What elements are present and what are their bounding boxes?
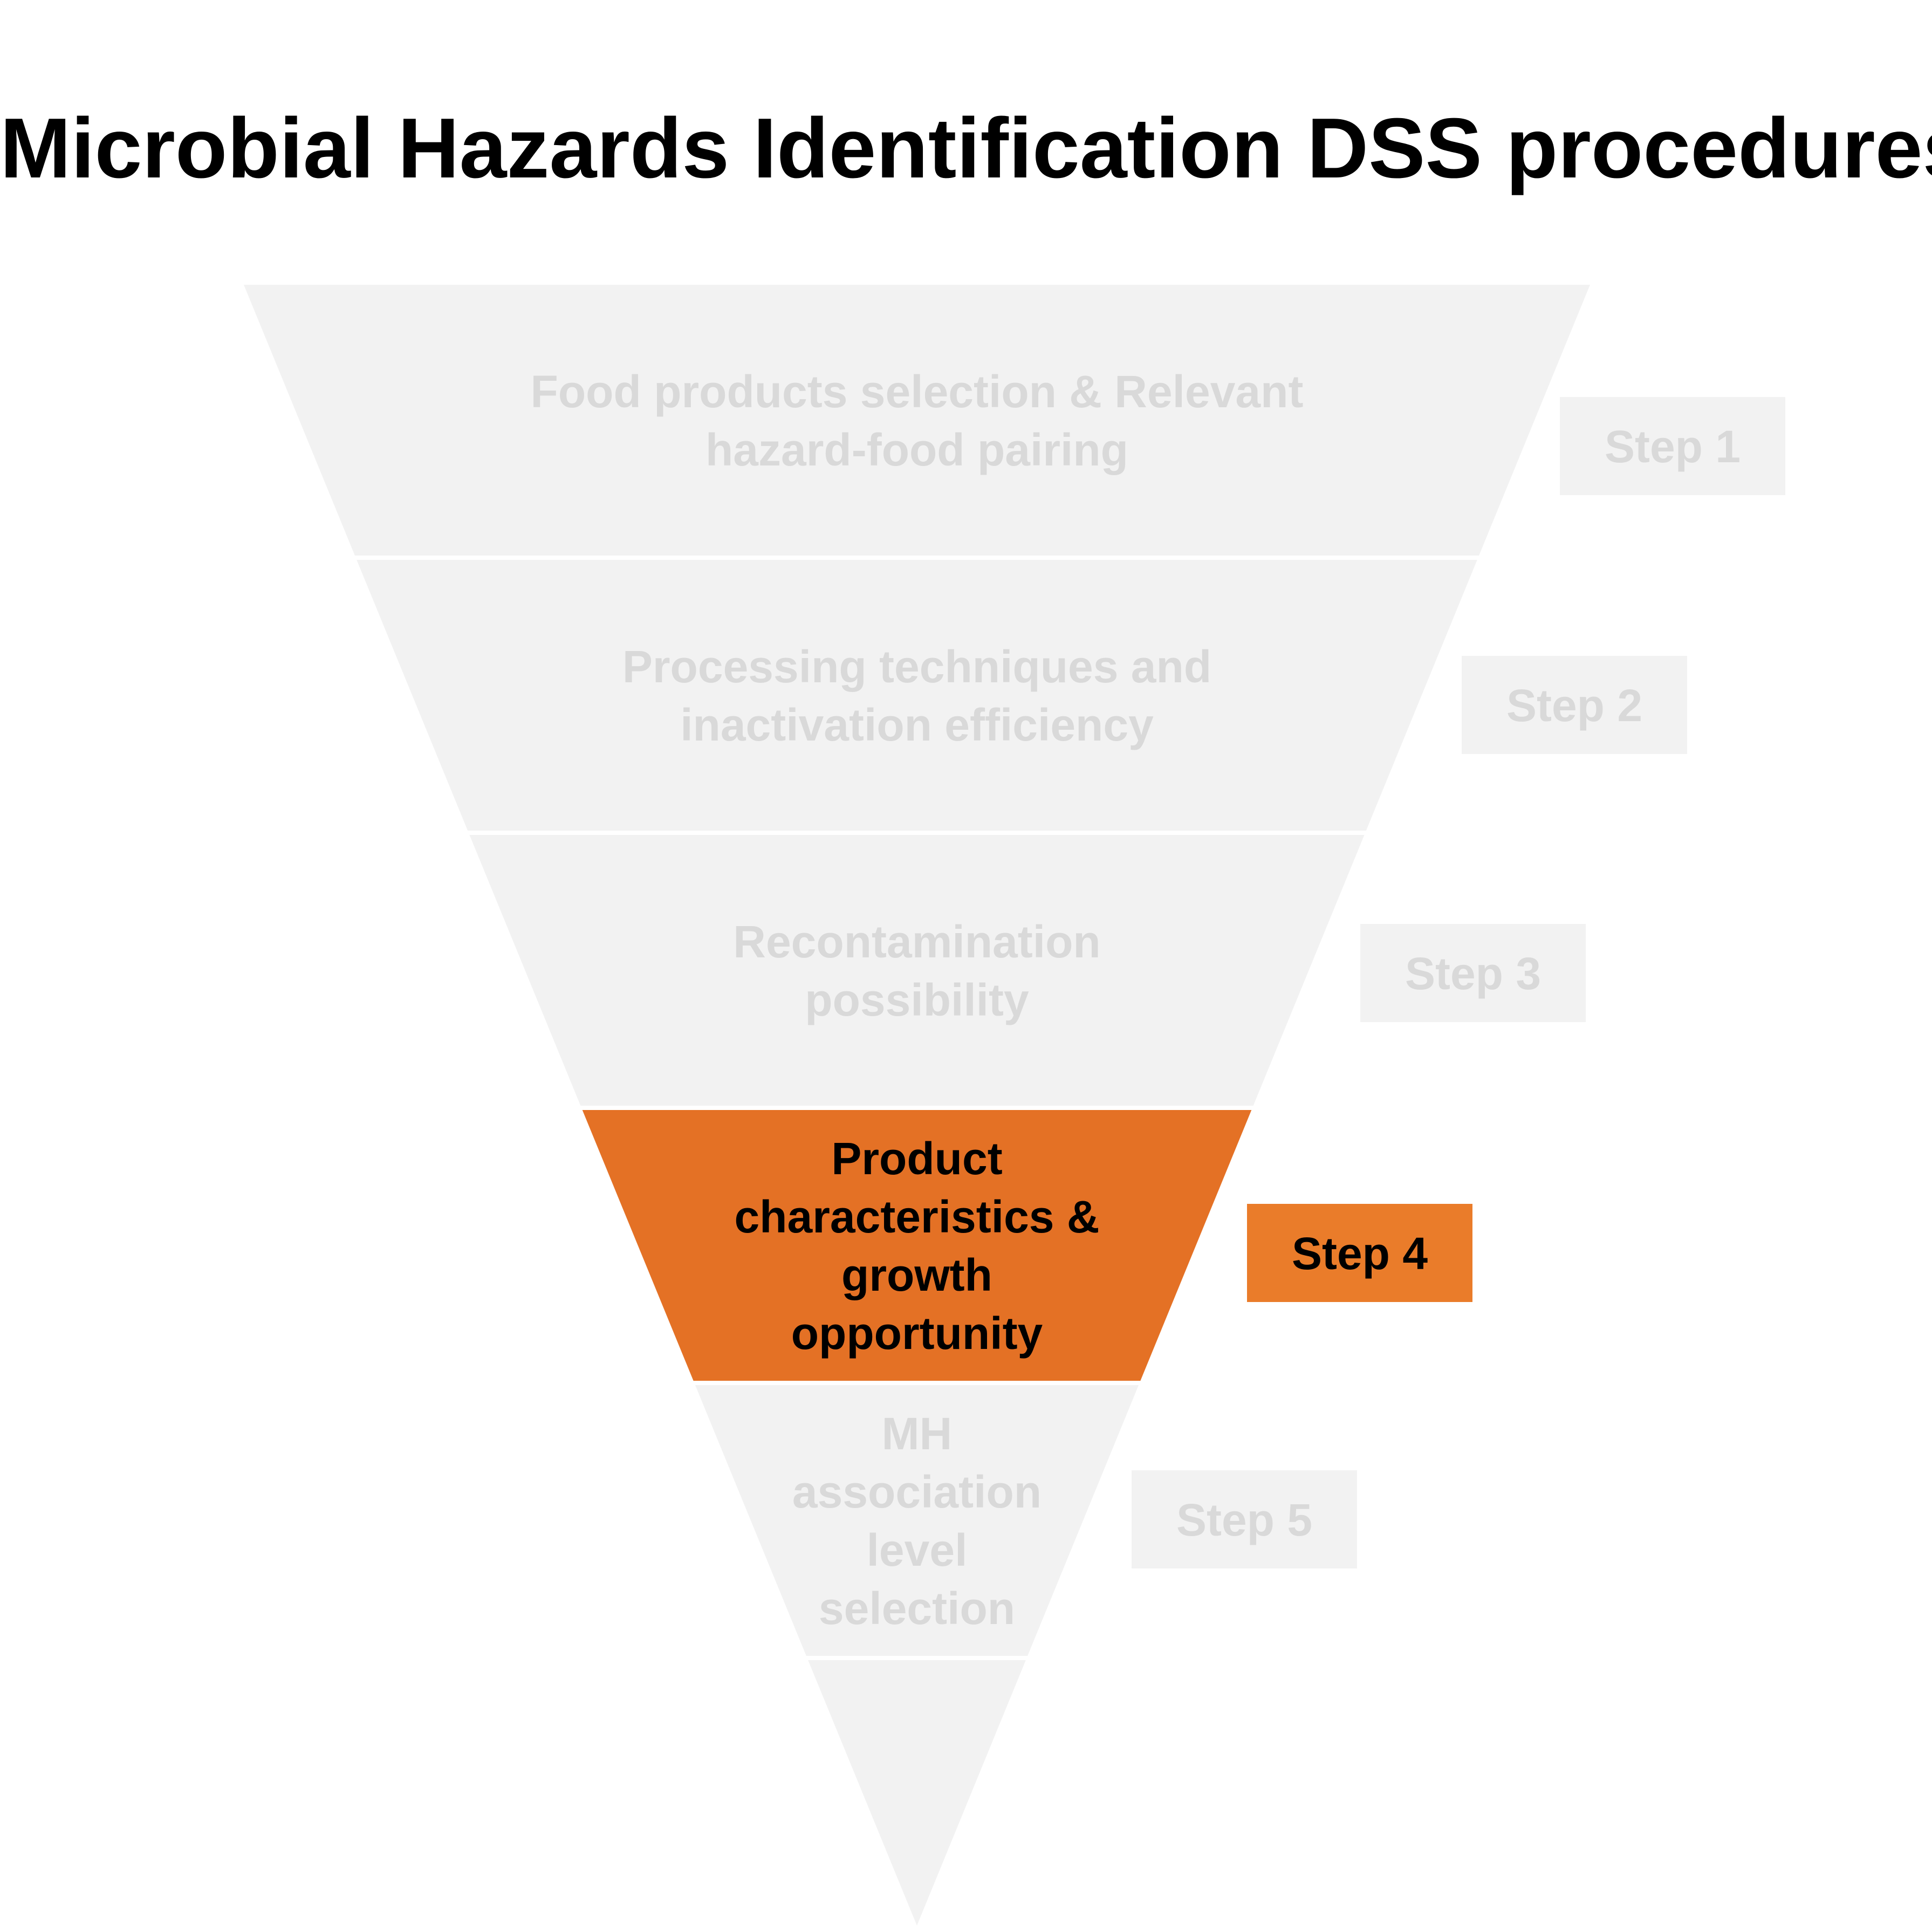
funnel-band-step4 xyxy=(582,1110,1252,1381)
band-label-line: Product xyxy=(831,1133,1002,1184)
step-badge-box xyxy=(1560,397,1785,495)
funnel-band-step5 xyxy=(695,1385,1139,1656)
band-label-line: hazard-food pairing xyxy=(705,424,1128,475)
diagram-title: Microbial Hazards Identification DSS pro… xyxy=(0,101,1932,196)
band-label-line: possibility xyxy=(805,975,1029,1025)
funnel-layers xyxy=(244,285,1590,1926)
band-label-line: opportunity xyxy=(791,1308,1043,1359)
step-badge-box xyxy=(1132,1470,1357,1568)
step-badge-box xyxy=(1462,656,1687,754)
band-label-step3: Recontamination possibility xyxy=(733,916,1100,1025)
band-label-line: association xyxy=(792,1467,1042,1517)
band-label-step1: Food products selection & Relevant hazard… xyxy=(531,366,1304,475)
step-badge-label: Step 3 xyxy=(1405,948,1541,999)
step-badge-box xyxy=(1247,1204,1472,1302)
step-badge-step2[interactable]: Step 2 xyxy=(1462,656,1687,754)
band-label-line: Recontamination xyxy=(733,916,1100,967)
funnel-band-step3 xyxy=(469,835,1365,1106)
step-badge-step5[interactable]: Step 5 xyxy=(1132,1470,1357,1568)
step-badge-step3[interactable]: Step 3 xyxy=(1360,924,1586,1022)
band-label-line: growth xyxy=(841,1250,992,1300)
step-badges: Step 1 Step 2 Step 3 Step 4 Step 5 xyxy=(1132,397,1785,1568)
band-label-step4: Product characteristics & growth opportunit… xyxy=(734,1133,1099,1359)
band-label-line: Food products selection & Relevant xyxy=(531,366,1304,417)
funnel-band-step1 xyxy=(244,285,1590,556)
step-badge-label: Step 4 xyxy=(1292,1228,1428,1279)
step-badge-step4[interactable]: Step 4 xyxy=(1247,1204,1472,1302)
funnel-tip xyxy=(808,1660,1026,1926)
funnel-band-step2 xyxy=(357,560,1477,831)
band-label-line: level xyxy=(867,1525,968,1575)
step-badge-label: Step 2 xyxy=(1506,680,1642,731)
band-label-line: inactivation efficiency xyxy=(680,700,1154,750)
funnel-labels: Food products selection & Relevant hazard… xyxy=(531,366,1304,1634)
band-label-line: Processing techniques and xyxy=(622,641,1211,692)
step-badge-box xyxy=(1360,924,1586,1022)
band-label-line: MH xyxy=(882,1408,953,1459)
step-badge-label: Step 1 xyxy=(1605,421,1741,472)
step-badge-step1[interactable]: Step 1 xyxy=(1560,397,1785,495)
step-badge-label: Step 5 xyxy=(1176,1495,1312,1545)
band-label-step2: Processing techniques and inactivation ef… xyxy=(622,641,1211,750)
band-label-line: selection xyxy=(819,1583,1015,1634)
band-label-step5: MH association level selection xyxy=(792,1408,1042,1634)
band-label-line: characteristics & xyxy=(734,1191,1099,1242)
